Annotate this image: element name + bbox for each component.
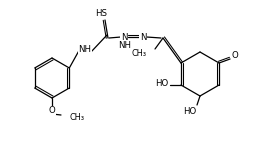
- Text: HS: HS: [95, 8, 107, 18]
- Text: NH: NH: [78, 46, 91, 54]
- Text: N: N: [121, 33, 127, 41]
- Text: HO: HO: [155, 80, 169, 88]
- Text: NH: NH: [119, 40, 132, 49]
- Text: CH₃: CH₃: [132, 49, 147, 59]
- Text: O: O: [49, 106, 55, 115]
- Text: O: O: [232, 52, 239, 60]
- Text: N: N: [140, 33, 146, 41]
- Text: CH₃: CH₃: [70, 113, 85, 122]
- Text: HO: HO: [183, 107, 197, 117]
